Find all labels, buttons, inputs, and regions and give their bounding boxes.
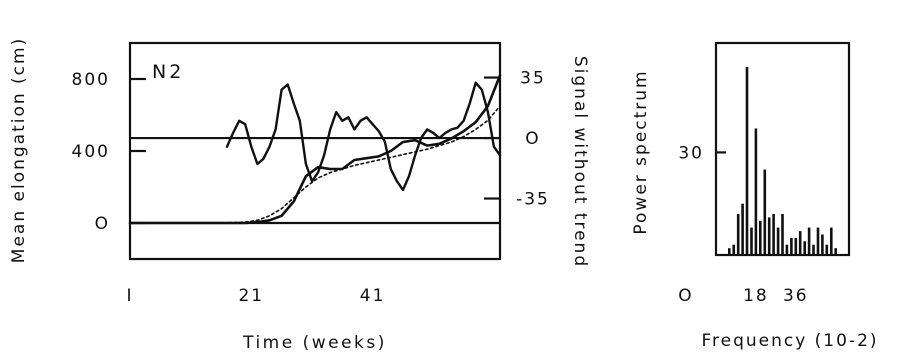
spectrum-bar xyxy=(732,244,735,255)
left-y-tick-label: O xyxy=(95,214,110,234)
signal-line xyxy=(225,81,502,192)
spectrum-bar xyxy=(750,227,753,255)
spectrum-bar xyxy=(736,214,740,255)
spectrum-bar xyxy=(728,248,731,255)
spectrum-bar xyxy=(816,227,820,255)
spectrum-y-axis-label: Power spectrum xyxy=(631,69,651,234)
spectrum-bar xyxy=(781,214,784,255)
spectrum-bar xyxy=(798,231,802,255)
plot-frame xyxy=(128,41,502,261)
spectrum-bar xyxy=(772,214,775,255)
trend-line-dotted xyxy=(129,105,501,224)
right-y-tick-label: O xyxy=(525,129,540,149)
spectrum-y-ticks: 30 xyxy=(678,143,726,163)
x-tick-label: I xyxy=(126,286,133,306)
spectrum-bar xyxy=(830,227,833,255)
spectrum-x-tick-label: 36 xyxy=(783,286,809,306)
spectrum-bar xyxy=(754,128,758,255)
spectrum-bars xyxy=(728,66,837,256)
x-tick-label: 41 xyxy=(360,286,386,306)
power-spectrum-chart: O 18 36 30 Frequency (10-2) Power spectrum xyxy=(631,41,878,351)
spectrum-bar xyxy=(790,237,793,255)
spectrum-x-tick-labels: O 18 36 xyxy=(678,286,809,306)
spectrum-x-tick-label: O xyxy=(678,286,693,306)
spectrum-bar xyxy=(812,244,815,255)
spectrum-bar xyxy=(776,227,780,255)
spectrum-bar xyxy=(745,66,749,256)
spectrum-bar xyxy=(821,234,824,255)
right-y-tick-label: -35 xyxy=(516,190,550,210)
x-tick-label: 21 xyxy=(238,286,264,306)
spectrum-x-axis-label: Frequency (10-2) xyxy=(701,331,878,351)
spectrum-bar xyxy=(807,227,811,255)
spectrum-y-tick-label: 30 xyxy=(678,143,704,163)
right-y-axis-label: Signal without trend xyxy=(570,56,590,268)
left-y-ticks: O 400 800 xyxy=(72,70,146,234)
left-y-tick-label: 800 xyxy=(72,70,110,90)
spectrum-bar xyxy=(785,244,789,255)
panel-label: N2 xyxy=(152,61,184,83)
spectrum-bar xyxy=(794,237,798,255)
spectrum-bar xyxy=(767,217,771,255)
left-y-axis-label: Mean elongation (cm) xyxy=(9,37,29,263)
right-y-tick-label: 35 xyxy=(520,69,546,89)
x-tick-labels: I 21 41 xyxy=(126,286,386,306)
elongation-chart: I 21 41 O 400 800 35 O -35 N2 Time (weeks) Mea… xyxy=(9,37,590,352)
spectrum-x-tick-label: 18 xyxy=(743,286,769,306)
x-axis-label: Time (weeks) xyxy=(242,333,387,352)
left-y-tick-label: 400 xyxy=(72,142,110,162)
series-group xyxy=(128,74,502,225)
spectrum-bar xyxy=(741,203,744,255)
spectrum-bar xyxy=(834,248,837,255)
spectrum-bar xyxy=(803,241,806,255)
spectrum-bar xyxy=(763,169,767,255)
spectrum-bar xyxy=(825,244,829,255)
elongation-line xyxy=(128,74,502,225)
right-y-ticks: 35 O -35 xyxy=(484,69,550,210)
spectrum-bar xyxy=(759,220,762,255)
